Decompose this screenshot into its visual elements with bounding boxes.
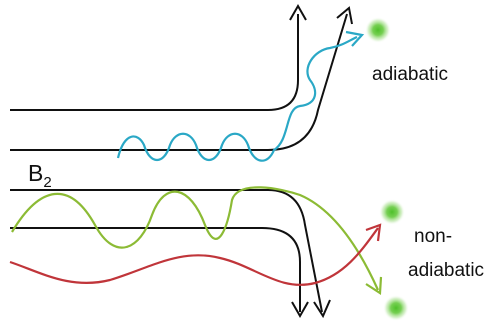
field-label-main: B	[28, 160, 43, 186]
non-adiabatic-label-line1: non-	[414, 226, 452, 247]
arrowhead-green	[365, 276, 383, 295]
adiabatic-trajectory	[116, 35, 358, 162]
field-line-upper-1	[10, 14, 299, 111]
arrowhead-upper-1	[289, 3, 307, 21]
red-trajectory	[9, 227, 379, 286]
field-line-upper-2	[10, 13, 348, 151]
field-label: B2	[28, 160, 52, 191]
field-line-lower-2	[10, 227, 301, 312]
particle-green-end	[383, 295, 409, 321]
field-line-lower-1	[10, 189, 323, 313]
particle-red-end	[379, 199, 405, 225]
particle-adiabatic	[365, 17, 391, 43]
arrowhead-red	[365, 223, 382, 242]
arrowhead-adiabatic	[345, 30, 365, 47]
field-label-subscript: 2	[43, 174, 51, 191]
arrowhead-lower-1	[291, 301, 309, 319]
green-trajectory	[11, 186, 380, 291]
arrowhead-lower-2	[313, 299, 331, 319]
adiabatic-label: adiabatic	[372, 64, 448, 85]
non-adiabatic-label-line2: adiabatic	[408, 260, 484, 281]
arrowhead-upper-2	[336, 6, 353, 25]
